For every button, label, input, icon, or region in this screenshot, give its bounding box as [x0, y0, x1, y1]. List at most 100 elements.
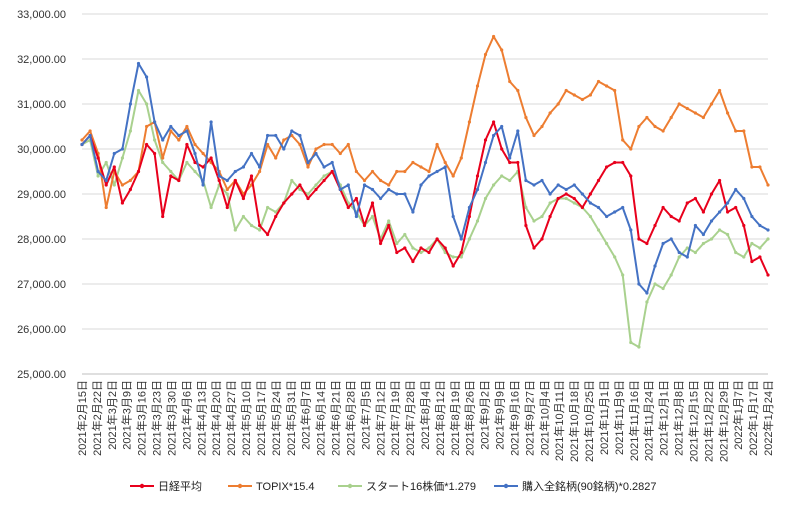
legend-item: スタート16株価*1.279: [338, 479, 476, 493]
series-line: [81, 35, 769, 209]
x-tick-label: 2021年9月2日: [478, 380, 492, 450]
data-point: [758, 165, 762, 169]
data-point: [451, 255, 455, 259]
data-point: [185, 142, 189, 147]
data-point: [128, 187, 132, 192]
x-tick-label: 2021年9月16日: [507, 380, 521, 456]
x-tick-label: 2021年12月15日: [686, 380, 700, 462]
data-point: [209, 156, 213, 160]
data-point: [556, 196, 560, 201]
data-point: [701, 115, 706, 120]
data-point: [653, 282, 657, 286]
x-tick-label: 2021年8月26日: [463, 380, 477, 456]
data-point: [742, 129, 746, 133]
data-point: [629, 340, 633, 345]
data-point: [734, 205, 738, 210]
data-point: [362, 223, 367, 228]
data-point: [169, 129, 173, 133]
data-point: [726, 111, 730, 115]
data-point: [403, 232, 407, 237]
data-point: [177, 133, 181, 138]
data-point: [120, 147, 124, 151]
data-point: [742, 223, 746, 228]
data-point: [629, 147, 633, 151]
data-point: [613, 255, 617, 259]
data-point: [645, 115, 649, 120]
data-point: [249, 174, 254, 178]
y-tick-label: 26,000.00: [17, 324, 66, 336]
data-point: [750, 214, 754, 219]
data-point: [443, 165, 447, 169]
legend: 日経平均 TOPIX*15.4 スタート16株価*1.279 購入全銘柄(90銘柄)*…: [130, 479, 657, 493]
data-point: [282, 138, 286, 142]
data-point: [395, 241, 399, 246]
data-point: [629, 174, 633, 178]
data-point: [516, 160, 520, 165]
data-point: [298, 142, 302, 147]
data-point: [588, 93, 593, 97]
data-point: [193, 151, 197, 156]
data-point: [379, 196, 383, 201]
data-point: [750, 259, 754, 264]
legend-label: TOPIX*15.4: [256, 481, 315, 493]
data-point: [419, 250, 423, 255]
data-point: [532, 246, 536, 250]
x-tick-label: 2021年7月12日: [373, 380, 387, 456]
legend-label: 購入全銘柄(90銘柄)*0.2827: [522, 479, 657, 493]
x-tick-label: 2021年12月22日: [701, 380, 715, 462]
x-tick-label: 2021年11月9日: [612, 380, 626, 455]
data-point: [306, 196, 310, 201]
data-point: [467, 120, 471, 124]
data-point: [145, 102, 149, 106]
data-point: [233, 228, 237, 232]
data-point: [225, 205, 229, 210]
data-point: [217, 178, 221, 183]
data-point: [475, 219, 480, 223]
x-tick-label: 2021年3月9日: [120, 380, 134, 450]
data-point: [290, 129, 294, 133]
x-tick-label: 2021年10月11日: [552, 380, 566, 461]
x-tick-label: 2021年7月28日: [403, 380, 417, 456]
data-point: [354, 169, 358, 174]
data-point: [225, 192, 229, 196]
data-point: [395, 169, 399, 174]
x-axis-tick-labels: 2021年2月15日 2021年2月22日 2021年3月2日 2021年3月9日 20…: [75, 380, 775, 462]
data-point: [153, 138, 157, 142]
data-point: [459, 250, 463, 255]
legend-marker: [503, 483, 509, 489]
x-tick-label: 2021年3月23日: [150, 380, 164, 456]
data-point: [145, 124, 149, 129]
data-point: [161, 160, 165, 165]
legend-marker: [139, 483, 145, 489]
series-line: [81, 121, 769, 276]
data-point: [427, 250, 431, 255]
data-point: [637, 282, 641, 286]
data-point: [605, 241, 609, 246]
data-point: [193, 160, 197, 165]
data-point: [734, 129, 738, 133]
data-point: [258, 228, 262, 232]
data-point: [588, 214, 593, 219]
x-tick-label: 2021年5月17日: [254, 380, 268, 456]
data-point: [475, 174, 480, 178]
data-point: [387, 223, 391, 228]
data-point: [693, 196, 698, 201]
data-point: [669, 214, 673, 219]
legend-item: 購入全銘柄(90銘柄)*0.2827: [494, 479, 657, 493]
data-point: [726, 201, 730, 205]
data-point: [411, 210, 415, 214]
data-point: [209, 205, 213, 210]
data-point: [613, 88, 617, 93]
data-point: [330, 169, 334, 174]
x-tick-label: 2021年4月6日: [179, 380, 193, 450]
x-tick-label: 2021年10月25日: [582, 380, 596, 462]
data-point: [298, 133, 302, 138]
data-point: [427, 174, 431, 178]
legend-item: 日経平均: [130, 480, 202, 493]
x-tick-label: 2021年3月30日: [164, 380, 178, 456]
data-point: [540, 237, 544, 241]
data-point: [661, 205, 665, 210]
x-tick-label: 2021年5月24日: [269, 380, 283, 456]
data-point: [169, 169, 173, 174]
data-point: [136, 61, 141, 66]
